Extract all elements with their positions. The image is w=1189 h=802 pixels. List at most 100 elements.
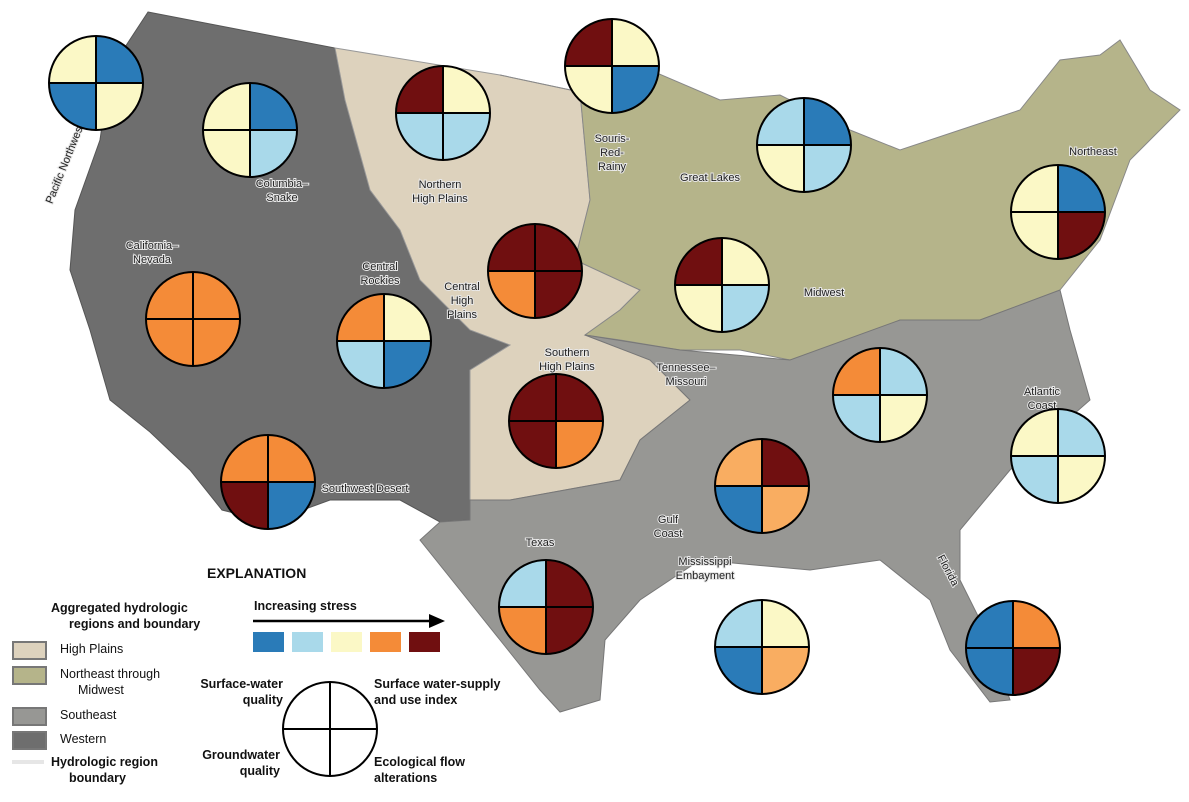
pie-chart <box>395 65 491 161</box>
swatch-western <box>12 731 47 750</box>
pie-quadrant-ecological-flow <box>1013 648 1060 695</box>
pie-quadrant-surface-water-supply <box>546 560 593 607</box>
pie-quadrant-surface-water-quality <box>715 600 762 647</box>
pie-quadrant-surface-water-quality <box>221 435 268 482</box>
stress-level-swatch-1 <box>253 632 284 652</box>
key-tl-line2: quality <box>242 693 283 707</box>
pie-outline <box>498 559 594 655</box>
swatch-northeast-midwest <box>12 666 47 685</box>
pie-outline <box>1010 164 1106 260</box>
pie-quadrant-surface-water-supply <box>556 374 603 421</box>
pie-quadrant-ecological-flow <box>1058 212 1105 259</box>
pie-quadrant-surface-water-supply <box>1058 409 1105 456</box>
pie-chart <box>714 438 810 534</box>
pie-chart <box>487 223 583 319</box>
pie-quadrant-surface-water-supply <box>384 294 431 341</box>
pie-outline <box>220 434 316 530</box>
pie-chart <box>1010 408 1106 504</box>
pie-outline <box>202 82 298 178</box>
pie-chart <box>336 293 432 389</box>
pie-quadrant-ecological-flow <box>268 482 315 529</box>
pie-outline <box>564 18 660 114</box>
pie-quadrant-ecological-flow <box>96 83 143 130</box>
legend-boundary-2: boundary <box>69 771 126 785</box>
pie-quadrant-surface-water-quality <box>203 83 250 130</box>
key-tr-label: Surface water-supply and use index <box>374 676 500 708</box>
pie-outline <box>1010 408 1106 504</box>
stress-level-swatch-4 <box>370 632 401 652</box>
key-br-label: Ecological flow alterations <box>374 754 465 786</box>
pie-quadrant-groundwater-quality <box>488 271 535 318</box>
swatch-southeast <box>12 707 47 726</box>
pie-quadrant-surface-water-supply <box>762 439 809 486</box>
pie-quadrant-ecological-flow <box>535 271 582 318</box>
pie-quadrant-surface-water-quality <box>1011 409 1058 456</box>
pie-quadrant-groundwater-quality <box>203 130 250 177</box>
pie-quadrant-groundwater-quality <box>49 83 96 130</box>
key-tr-line1: Surface water-supply <box>374 677 501 691</box>
pie-chart <box>756 97 852 193</box>
pie-quadrant-surface-water-quality <box>1011 165 1058 212</box>
pie-quadrant-surface-water-quality <box>49 36 96 83</box>
pie-quadrant-ecological-flow <box>722 285 769 332</box>
pie-outline <box>674 237 770 333</box>
pie-chart <box>48 35 144 131</box>
pie-quadrant-surface-water-quality <box>396 66 443 113</box>
pie-quadrant-groundwater-quality <box>715 486 762 533</box>
pie-quadrant-surface-water-quality <box>833 348 880 395</box>
pie-quadrant-surface-water-supply <box>722 238 769 285</box>
region-label: Great Lakes <box>680 172 740 184</box>
region-label: Northeast <box>1069 146 1117 158</box>
pie-quadrant-surface-water-supply <box>250 83 297 130</box>
pie-chart <box>202 82 298 178</box>
pie-chart <box>714 599 810 695</box>
pie-outline <box>145 271 241 367</box>
key-br-line1: Ecological flow <box>374 755 465 769</box>
pie-chart <box>1010 164 1106 260</box>
region-label: Tennessee– Missouri <box>656 362 716 388</box>
pie-quadrant-groundwater-quality <box>499 607 546 654</box>
pie-quadrant-ecological-flow <box>250 130 297 177</box>
pie-quadrant-groundwater-quality <box>715 647 762 694</box>
pie-quadrant-surface-water-supply <box>804 98 851 145</box>
region-label: Columbia– Snake <box>256 178 309 204</box>
pie-quadrant-ecological-flow <box>443 113 490 160</box>
pie-quadrant-groundwater-quality <box>565 66 612 113</box>
legend-regions-heading-2: regions and boundary <box>69 617 201 631</box>
region-label: Central High Plains <box>444 281 479 321</box>
region-label: Souris-Red-Rainy <box>595 133 630 173</box>
pie-quadrant-groundwater-quality <box>146 319 193 366</box>
pie-quadrant-surface-water-supply <box>1013 601 1060 648</box>
pie-quadrant-ecological-flow <box>384 341 431 388</box>
pie-quadrant-surface-water-quality <box>715 439 762 486</box>
pie-chart <box>220 434 316 530</box>
region-label: Southern High Plains <box>539 347 595 373</box>
pie-quadrant-groundwater-quality <box>396 113 443 160</box>
key-bl-line2: quality <box>239 764 280 778</box>
legend-regions-heading: Aggregated hydrologic <box>51 601 188 615</box>
legend-high-plains: High Plains <box>60 642 124 656</box>
legend-title: EXPLANATION <box>207 565 307 581</box>
pie-chart <box>564 18 660 114</box>
stress-arrow-head <box>429 614 445 628</box>
key-bl-label: Groundwater quality <box>190 747 280 779</box>
region-label: Texas <box>526 537 555 549</box>
key-tl-line1: Surface-water <box>200 677 283 691</box>
pie-chart <box>508 373 604 469</box>
region-northeast-midwest <box>499 39 1181 361</box>
pie-quadrant-surface-water-quality <box>488 224 535 271</box>
pie-quadrant-surface-water-quality <box>499 560 546 607</box>
legend-midwest: Midwest <box>78 683 124 697</box>
pie-quadrant-ecological-flow <box>804 145 851 192</box>
pie-quadrant-groundwater-quality <box>675 285 722 332</box>
pie-quadrant-surface-water-quality <box>337 294 384 341</box>
swatch-high-plains <box>12 641 47 660</box>
region-label: Gulf Coast <box>654 514 683 540</box>
pie-quadrant-ecological-flow <box>1058 456 1105 503</box>
pie-quadrant-groundwater-quality <box>221 482 268 529</box>
pie-chart <box>965 600 1061 696</box>
legend-western: Western <box>60 732 107 746</box>
pie-chart <box>674 237 770 333</box>
